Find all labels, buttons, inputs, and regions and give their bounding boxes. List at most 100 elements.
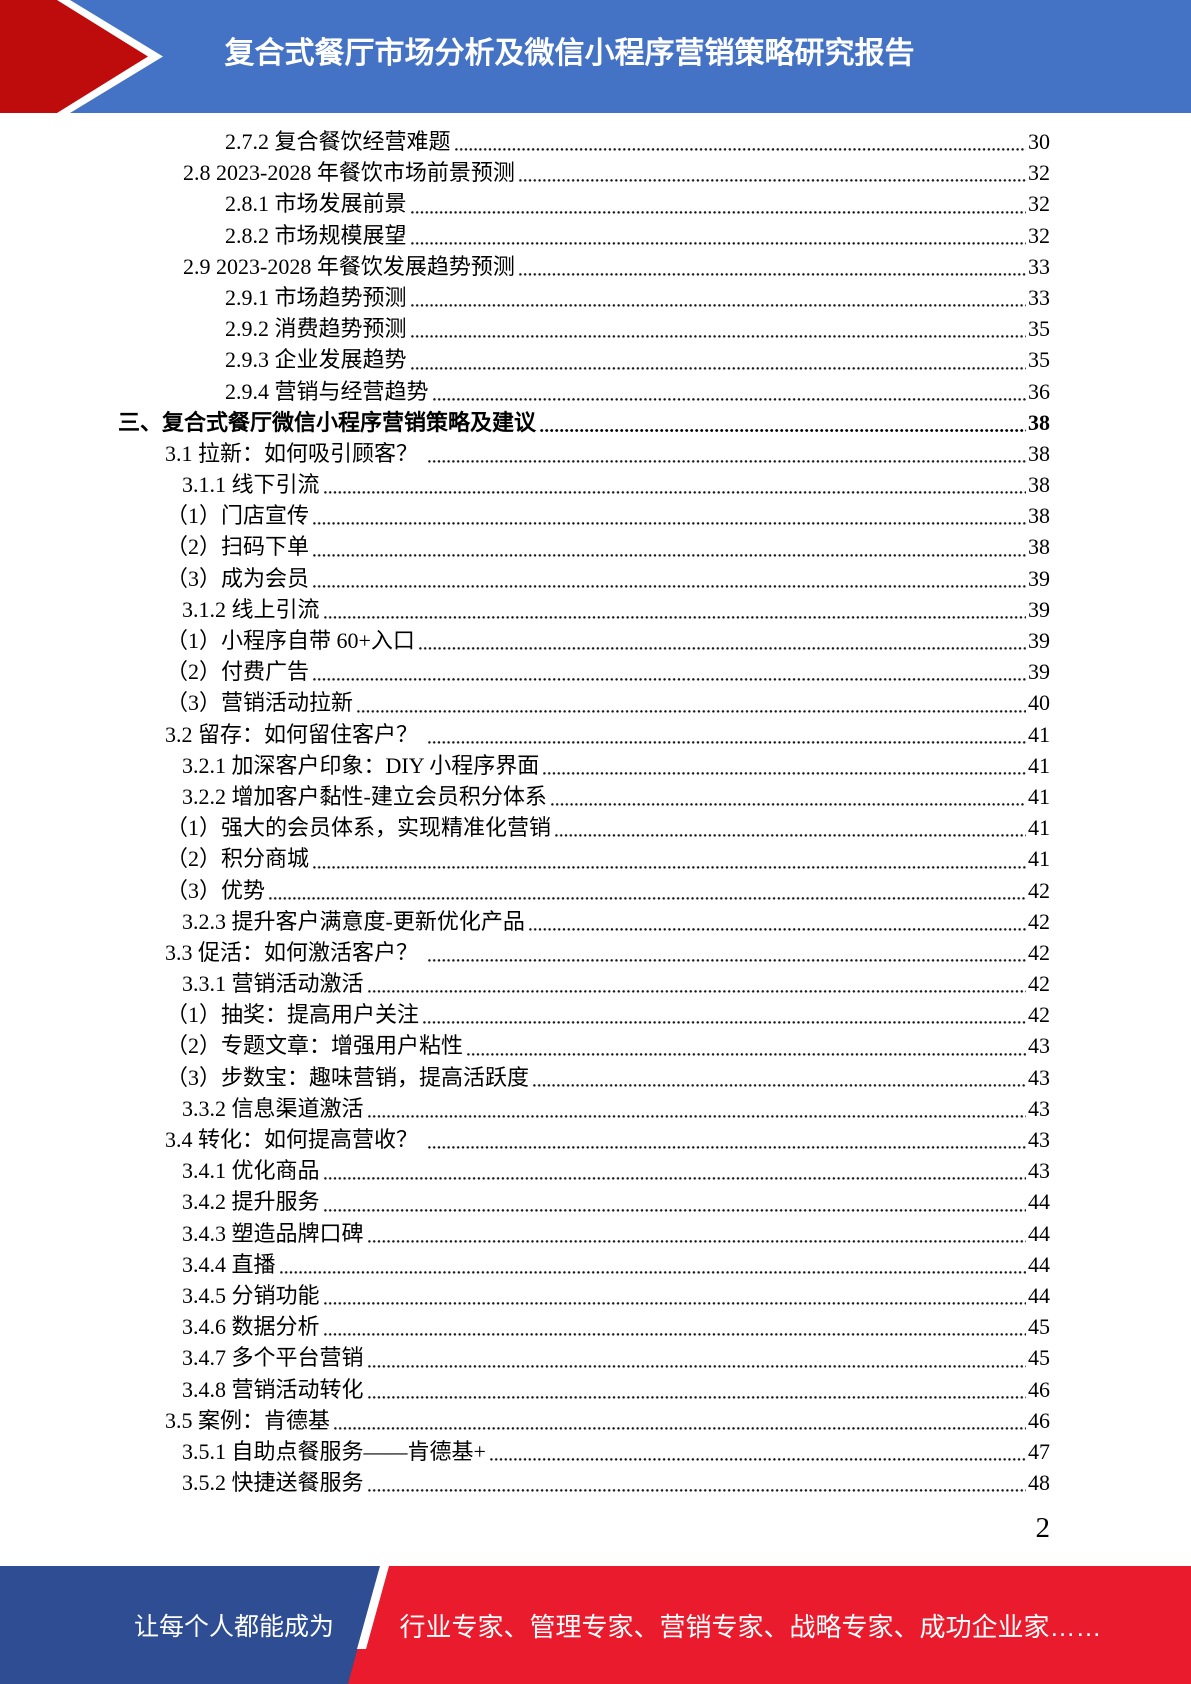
toc-entry: 2.9.3 企业发展趋势 35 xyxy=(118,344,1050,375)
toc-entry: 3.4.4 直播 44 xyxy=(118,1249,1050,1280)
toc-entry: （3）步数宝：趣味营销，提高活跃度 43 xyxy=(118,1062,1050,1093)
dot-leader xyxy=(410,366,1026,370)
toc-entry: 3.1 拉新：如何吸引顾客？ 38 xyxy=(118,438,1050,469)
dot-leader xyxy=(467,1052,1026,1056)
toc-entry-title: 3.4.3 塑造品牌口碑 xyxy=(182,1220,364,1246)
toc-entry-title: 2.7.2 复合餐饮经营难题 xyxy=(225,129,451,154)
toc-entry-page: 36 xyxy=(1028,378,1050,404)
toc-entry-page: 42 xyxy=(1028,877,1050,903)
dot-leader xyxy=(489,1458,1026,1462)
toc-entry: 3.3.1 营销活动激活 42 xyxy=(118,968,1050,999)
toc-entry-title: 3.4.4 直播 xyxy=(182,1251,276,1277)
dot-leader xyxy=(427,740,1026,744)
toc-entry-page: 41 xyxy=(1028,815,1050,841)
toc-entry-title: 3.2.1 加深客户印象：DIY 小程序界面 xyxy=(182,752,540,778)
toc-entry-title: （1）强大的会员体系，实现精准化营销 xyxy=(166,815,552,841)
toc-entry-page: 47 xyxy=(1028,1438,1050,1464)
toc-entry-title: （1）抽奖：提高用户关注 xyxy=(166,1002,420,1028)
dot-leader xyxy=(454,148,1026,152)
dot-leader xyxy=(518,272,1026,276)
toc-entry-page: 33 xyxy=(1028,253,1050,279)
toc-entry-title: 3.5.1 自助点餐服务——肯德基+ xyxy=(182,1438,486,1464)
toc-entry-title: 3.2.3 提升客户满意度-更新优化产品 xyxy=(182,908,525,934)
dot-leader xyxy=(418,647,1026,651)
toc-entry-title: 3.4.8 营销活动转化 xyxy=(182,1376,364,1402)
toc-entry-page: 38 xyxy=(1028,440,1050,466)
page-number: 2 xyxy=(1035,1512,1051,1544)
toc-entry-page: 32 xyxy=(1028,160,1050,186)
toc-entry-page: 44 xyxy=(1028,1220,1050,1246)
toc-entry-page: 44 xyxy=(1028,1251,1050,1277)
toc-entry-title: 3.5 案例：肯德基 xyxy=(165,1407,331,1433)
toc-entry-title: （3）营销活动拉新 xyxy=(166,690,354,716)
toc-entry-title: 3.5.2 快捷送餐服务 xyxy=(182,1470,364,1496)
toc-entry-title: 3.4.6 数据分析 xyxy=(182,1314,320,1340)
toc-entry: 3.4.1 优化商品 43 xyxy=(118,1155,1050,1186)
dot-leader xyxy=(427,1146,1026,1150)
toc-entry: 3.4 转化：如何提高营收？ 43 xyxy=(118,1124,1050,1155)
dot-leader xyxy=(432,397,1026,401)
toc-entry-page: 35 xyxy=(1028,316,1050,342)
toc-entry-page: 35 xyxy=(1028,347,1050,373)
dot-leader xyxy=(367,1489,1026,1493)
toc-entry-page: 43 xyxy=(1028,1064,1050,1090)
toc-entry-page: 38 xyxy=(1028,503,1050,529)
toc-entry-title: 3.2 留存：如何留住客户？ xyxy=(165,721,424,747)
toc-entry: （2）积分商城 41 xyxy=(118,843,1050,874)
toc-entry: （3）营销活动拉新 40 xyxy=(118,687,1050,718)
toc-entry: 3.4.2 提升服务 44 xyxy=(118,1186,1050,1217)
toc-entry: 3.2 留存：如何留住客户？ 41 xyxy=(118,719,1050,750)
dot-leader xyxy=(323,616,1026,619)
toc-entry-page: 39 xyxy=(1028,628,1050,653)
dot-leader xyxy=(313,865,1026,869)
toc-entry-page: 33 xyxy=(1028,284,1050,310)
toc-entry-title: 2.9.3 企业发展趋势 xyxy=(225,347,407,373)
toc-entry: 3.2.1 加深客户印象：DIY 小程序界面 41 xyxy=(118,750,1050,781)
toc-entry: 2.7.2 复合餐饮经营难题 30 xyxy=(118,126,1050,157)
toc-entry: 3.3.2 信息渠道激活 43 xyxy=(118,1093,1050,1124)
toc-entry-page: 39 xyxy=(1028,596,1050,622)
dot-leader xyxy=(367,1364,1026,1368)
toc-entry: （1）门店宣传 38 xyxy=(118,500,1050,531)
toc-entry: （1）强大的会员体系，实现精准化营销 41 xyxy=(118,812,1050,843)
toc-entry-page: 30 xyxy=(1028,129,1050,154)
toc-entry-page: 38 xyxy=(1028,534,1050,560)
dot-leader xyxy=(313,553,1026,557)
toc-entry: 3.3 促活：如何激活客户？ 42 xyxy=(118,937,1050,968)
dot-leader xyxy=(410,335,1026,339)
dot-leader xyxy=(410,210,1026,214)
toc-entry-title: 2.8.1 市场发展前景 xyxy=(225,191,407,217)
report-title: 复合式餐厅市场分析及微信小程序营销策略研究报告 xyxy=(224,37,915,70)
footer-banner: 让每个人都能成为 行业专家、管理专家、营销专家、战略专家、成功企业家…… xyxy=(0,1566,1191,1684)
dot-leader xyxy=(410,241,1026,245)
toc-entry: 3.5.1 自助点餐服务——肯德基+ 47 xyxy=(118,1436,1050,1467)
toc-entry-page: 43 xyxy=(1028,1127,1050,1152)
toc-entry-title: 2.8 2023-2028 年餐饮市场前景预测 xyxy=(183,160,515,186)
toc-entry-title: 2.8.2 市场规模展望 xyxy=(225,222,407,248)
dot-leader xyxy=(279,1270,1026,1274)
toc-entry-title: 3.4.2 提升服务 xyxy=(182,1189,320,1215)
toc-entry-title: 3.1.1 线下引流 xyxy=(182,472,320,498)
toc-entry-title: 3.3 促活：如何激活客户？ xyxy=(165,939,424,965)
toc-entry-title: （1）门店宣传 xyxy=(166,503,310,529)
toc-entry: 2.8.2 市场规模展望 32 xyxy=(118,220,1050,251)
toc-entry: （1）抽奖：提高用户关注 42 xyxy=(118,999,1050,1030)
toc-entry-page: 44 xyxy=(1028,1189,1050,1215)
toc-entry-title: 三、复合式餐厅微信小程序营销策略及建议 xyxy=(118,409,537,435)
toc-entry-page: 42 xyxy=(1028,939,1050,965)
dot-leader xyxy=(323,491,1026,495)
toc-entry-page: 32 xyxy=(1028,191,1050,217)
toc-entry-title: 3.3.2 信息渠道激活 xyxy=(182,1095,364,1121)
toc-entry-page: 32 xyxy=(1028,222,1050,248)
toc-entry-title: 3.1 拉新：如何吸引顾客？ xyxy=(165,440,424,466)
toc-entry-page: 45 xyxy=(1028,1314,1050,1340)
toc-entry-title: （2）积分商城 xyxy=(166,846,310,872)
dot-leader xyxy=(269,896,1026,900)
footer-blue-shape xyxy=(0,1566,380,1684)
toc-entry-title: 3.4.5 分销功能 xyxy=(182,1282,320,1308)
toc-entry: 3.1.1 线下引流 38 xyxy=(118,469,1050,500)
toc-entry-page: 45 xyxy=(1028,1345,1050,1371)
toc-entry: 3.4.3 塑造品牌口碑 44 xyxy=(118,1218,1050,1249)
toc-entry: 2.9.2 消费趋势预测 35 xyxy=(118,313,1050,344)
dot-leader xyxy=(313,678,1026,682)
